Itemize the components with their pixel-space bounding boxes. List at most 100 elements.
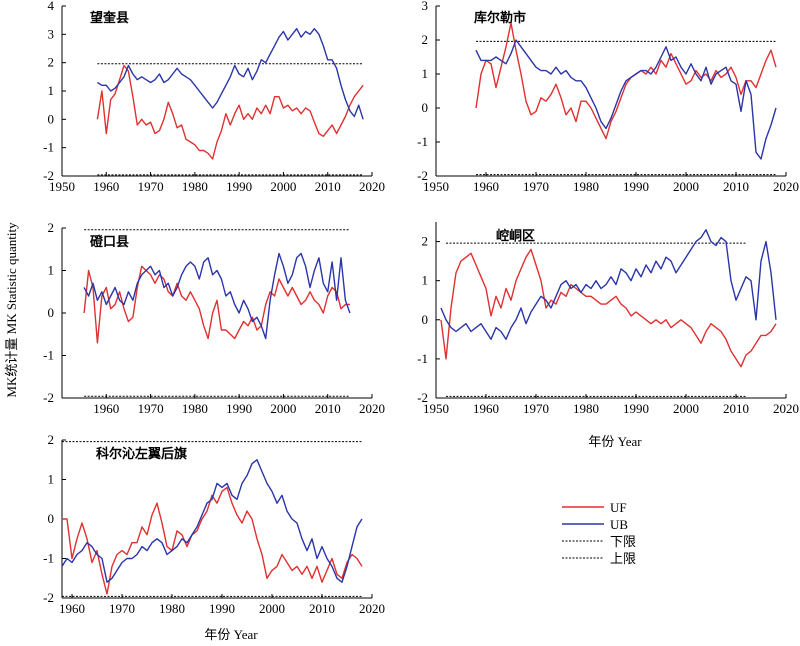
x-tick-label: 1950 [423, 179, 449, 194]
x-tick-label: 2000 [673, 179, 699, 194]
y-tick-label: 2 [48, 432, 55, 447]
panel-title: 库尔勒市 [474, 10, 526, 26]
x-tick-label: 1980 [182, 401, 208, 416]
x-tick-label: 2000 [673, 401, 699, 416]
y-tick-label: 0 [48, 511, 55, 526]
x-tick-label: 2020 [773, 401, 799, 416]
x-tick-label: 1990 [226, 401, 252, 416]
x-tick-label: 1980 [573, 179, 599, 194]
y-tick-label: 0 [48, 111, 55, 126]
series-ub-line [475, 39, 777, 160]
y-tick-label: -2 [417, 390, 428, 405]
series-uf-line [62, 486, 363, 595]
x-tick-label: 1970 [523, 401, 549, 416]
y-tick-label: -1 [417, 351, 428, 366]
figure-ylabel: MK统计量 MK Statistic quantity [4, 222, 19, 398]
x-tick-label: 1980 [573, 401, 599, 416]
series-uf-line [83, 265, 350, 344]
legend-item: UF [562, 500, 627, 515]
legend-item: 下限 [562, 534, 636, 549]
x-tick-label: 2000 [259, 601, 285, 616]
y-tick-label: 2 [48, 55, 55, 70]
panel-3: -2 -1 0 1 2 1960 1970 1980 1990 2000 2010 2020 磴口县 [43, 220, 385, 416]
x-tick-label: 1990 [226, 179, 252, 194]
y-tick-label: -1 [43, 140, 54, 155]
y-tick-label: -1 [417, 134, 428, 149]
legend-label: UF [610, 500, 627, 515]
figure-xlabel-right: 年份 Year [588, 434, 642, 449]
x-tick-label: 1990 [209, 601, 235, 616]
y-tick-label: 0 [422, 100, 429, 115]
x-tick-label: 2010 [315, 179, 341, 194]
y-tick-label: -2 [43, 168, 54, 183]
y-tick-label: -1 [43, 348, 54, 363]
series-ub-line [61, 459, 363, 583]
y-tick-label: 0 [48, 305, 55, 320]
y-tick-label: 1 [422, 273, 429, 288]
x-tick-label: 1990 [623, 401, 649, 416]
series-ub-line [83, 252, 351, 340]
series-uf-line [440, 248, 777, 368]
y-tick-label: 3 [422, 0, 429, 13]
x-tick-label: 1950 [49, 179, 75, 194]
x-tick-label: 2020 [359, 601, 385, 616]
legend-item: 上限 [562, 551, 636, 566]
y-tick-label: 1 [48, 263, 55, 278]
y-tick-label: 1 [422, 66, 429, 81]
x-tick-label: 1980 [159, 601, 185, 616]
x-tick-label: 2010 [723, 179, 749, 194]
x-tick-label: 2000 [270, 401, 296, 416]
x-tick-label: 1970 [109, 601, 135, 616]
x-tick-label: 1970 [523, 179, 549, 194]
panel-4: -2 -1 0 1 2 1950 1960 1970 1980 1990 2000 2010 2020 崆… [417, 222, 799, 416]
x-tick-label: 2000 [270, 179, 296, 194]
y-tick-label: -1 [43, 551, 54, 566]
panel-5: -2 -1 0 1 2 1960 1970 1980 1990 2000 2010 2020 科尔沁左翼… [43, 432, 385, 616]
y-tick-label: -2 [43, 590, 54, 605]
y-tick-label: 1 [48, 83, 55, 98]
x-tick-label: 2010 [309, 601, 335, 616]
x-tick-label: 1960 [93, 179, 119, 194]
series-uf-line [96, 64, 364, 160]
y-tick-label: -2 [417, 168, 428, 183]
x-tick-label: 1960 [93, 401, 119, 416]
x-tick-label: 1970 [138, 179, 164, 194]
y-tick-label: -2 [43, 390, 54, 405]
x-tick-label: 2020 [773, 179, 799, 194]
y-tick-label: 2 [422, 234, 429, 249]
legend-label: 下限 [610, 534, 636, 549]
series-ub-line [440, 229, 777, 340]
x-tick-label: 2020 [359, 179, 385, 194]
y-tick-label: 0 [422, 312, 429, 327]
x-tick-label: 1990 [623, 179, 649, 194]
panel-2: -2 -1 0 1 2 3 1950 1960 1970 1980 1990 2000 2010 2020… [417, 0, 799, 194]
legend-label: 上限 [610, 551, 636, 566]
y-tick-label: 2 [422, 32, 429, 47]
y-tick-label: 3 [48, 26, 55, 41]
x-tick-label: 1950 [423, 401, 449, 416]
panel-title: 科尔沁左翼后旗 [96, 446, 187, 462]
series-uf-line [475, 22, 777, 140]
panel-title: 望奎县 [90, 10, 129, 26]
x-tick-label: 1970 [138, 401, 164, 416]
legend-label: UB [610, 517, 628, 532]
legend-item: UB [562, 517, 628, 532]
x-tick-label: 2010 [723, 401, 749, 416]
panel-1: -2 -1 0 1 2 3 4 1950 1960 1970 1980 1990 2000 2010 202… [43, 0, 385, 194]
y-tick-label: 1 [48, 472, 55, 487]
series-ub-line [97, 28, 364, 120]
panel-title: 崆峒区 [496, 228, 535, 244]
x-tick-label: 2020 [359, 401, 385, 416]
y-tick-label: 2 [48, 220, 55, 235]
panel-title: 磴口县 [90, 234, 129, 250]
x-tick-label: 1980 [182, 179, 208, 194]
x-tick-label: 1960 [473, 401, 499, 416]
y-tick-label: 4 [48, 0, 55, 13]
x-tick-label: 2010 [315, 401, 341, 416]
x-tick-label: 1960 [473, 179, 499, 194]
figure-xlabel-bottom: 年份 Year [204, 627, 258, 642]
x-tick-label: 1960 [59, 601, 85, 616]
